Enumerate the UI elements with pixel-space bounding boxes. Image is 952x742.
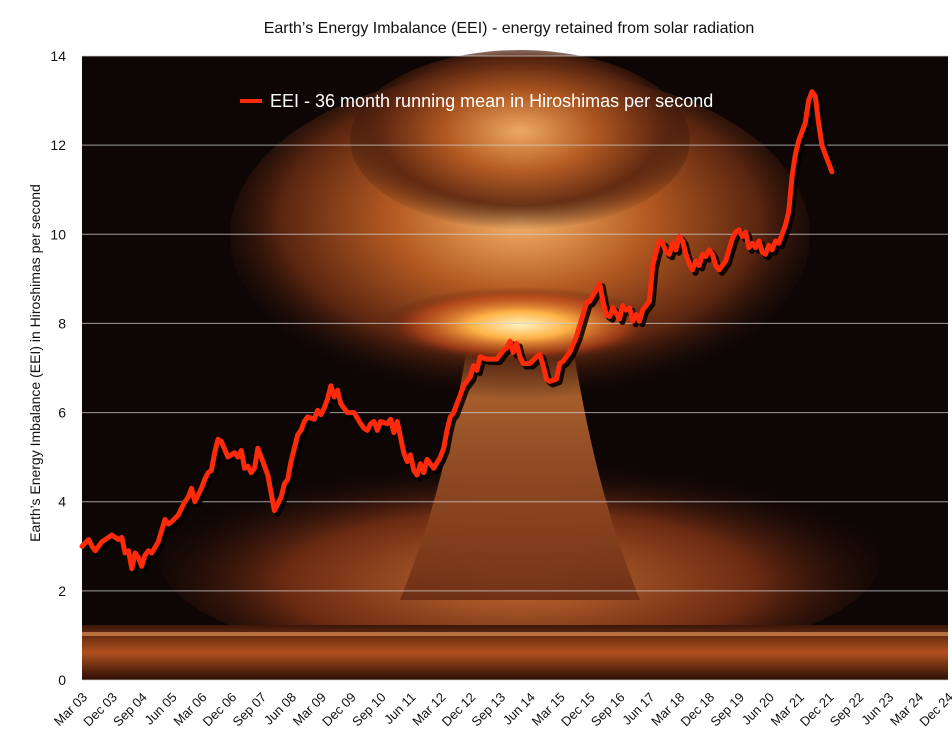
x-tick-label: Sep 07 (230, 690, 270, 730)
series-shadow (82, 91, 838, 575)
y-tick-labels: 0 2 4 6 8 10 12 14 (50, 48, 66, 688)
x-tick-label: Sep 04 (110, 690, 150, 730)
x-tick-label: Dec 24 (916, 690, 952, 730)
y-tick-label: 4 (58, 494, 66, 510)
x-tick-label: Sep 16 (588, 690, 628, 730)
grid-lines (82, 55, 948, 681)
y-tick-label: 10 (50, 226, 66, 242)
legend: EEI - 36 month running mean in Hiroshima… (240, 91, 713, 111)
legend-label: EEI - 36 month running mean in Hiroshima… (270, 91, 713, 111)
y-tick-label: 12 (50, 137, 66, 153)
x-tick-label: Sep 19 (707, 690, 747, 730)
y-tick-label: 2 (58, 583, 66, 599)
x-tick-label: Sep 22 (827, 690, 867, 730)
y-tick-label: 6 (58, 405, 66, 421)
background-image (82, 50, 948, 680)
chart-title: Earth’s Energy Imbalance (EEI) - energy … (263, 20, 755, 37)
x-tick-label: Sep 10 (349, 690, 389, 730)
x-tick-label: Sep 13 (468, 690, 508, 730)
y-tick-label: 0 (58, 672, 66, 688)
y-tick-label: 8 (58, 315, 66, 331)
y-tick-label: 14 (50, 48, 66, 64)
series-layer (79, 89, 838, 575)
series-line-eei (79, 89, 835, 572)
